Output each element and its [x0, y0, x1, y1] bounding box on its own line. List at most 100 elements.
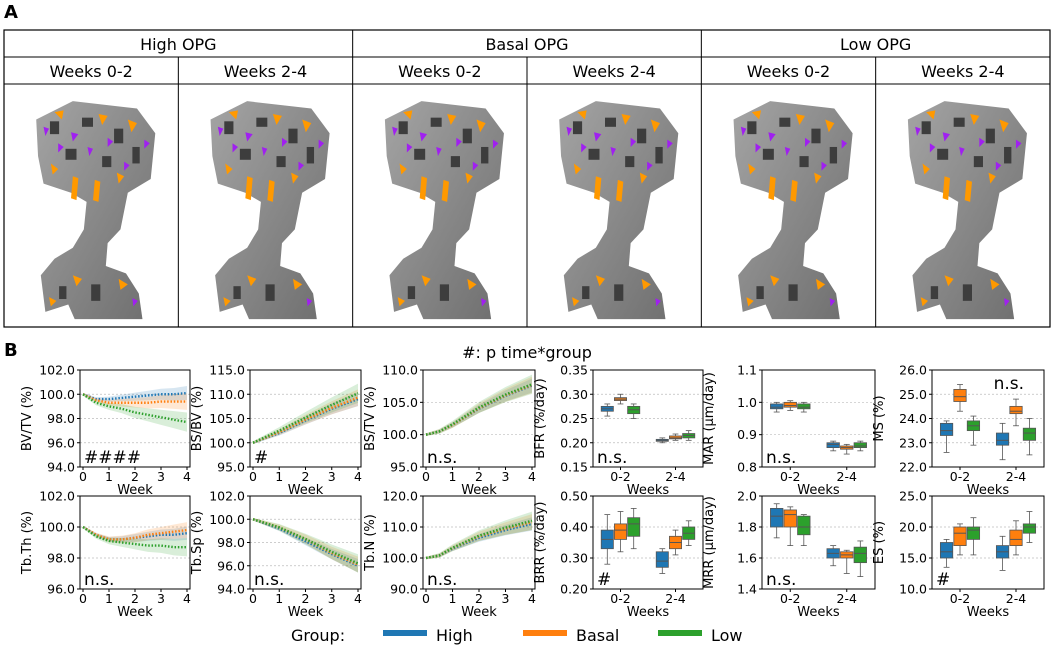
x-axis-label: Weeks — [797, 483, 840, 498]
y-tick-label: 2.0 — [737, 489, 757, 504]
y-tick-label: 96.0 — [47, 435, 75, 450]
x-tick-label: 0-2 — [950, 469, 970, 484]
axes-frame — [761, 495, 876, 590]
period-header: Weeks 2-4 — [224, 62, 307, 81]
y-tick-label: 23.0 — [899, 435, 927, 450]
x-tick-label: 2-4 — [1006, 469, 1026, 484]
y-axis-label: BV/TV (%) — [20, 386, 35, 451]
x-axis-label: Week — [117, 605, 153, 620]
y-tick-label: 0.8 — [737, 460, 757, 475]
y-tick-label: 90.0 — [390, 582, 418, 597]
box-high-0-2 — [939, 539, 954, 568]
significance-annotation: n.s. — [254, 570, 284, 590]
significance-annotation: n.s. — [427, 448, 457, 468]
box-low-0-2 — [627, 403, 641, 419]
y-axis-label: BS/BV (%) — [190, 386, 205, 451]
ci-band-basal — [253, 518, 358, 573]
x-tick-label: 0 — [79, 591, 87, 606]
y-tick-label: 95.0 — [217, 460, 245, 475]
y-tick-label: 100.0 — [382, 551, 418, 566]
y-axis-label: Tb.Th (%) — [20, 511, 35, 575]
x-tick-label: 0 — [249, 469, 257, 484]
box-body — [853, 546, 867, 564]
x-axis-label: Week — [288, 605, 324, 620]
x-tick-label: 2-4 — [837, 591, 857, 606]
x-tick-label: 3 — [328, 469, 336, 484]
y-tick-label: 98.0 — [47, 551, 75, 566]
chart-tbth: 96.0 98.0 100.0 102.0 Tb.Th (%) Week 0 1 2 3 4 n.s. — [20, 489, 191, 621]
period-header: Weeks 2-4 — [921, 62, 1004, 81]
group-header: Low OPG — [840, 35, 911, 54]
axes-frame — [79, 369, 191, 468]
y-tick-label: 1.0 — [737, 395, 757, 410]
box-high-2-4 — [826, 545, 840, 567]
ci-band-high — [83, 525, 187, 543]
box-high-2-4 — [655, 548, 669, 574]
y-tick-label: 120.0 — [382, 489, 418, 504]
x-tick-label: 1 — [275, 469, 283, 484]
ci-band-low — [253, 517, 358, 573]
x-tick-label: 4 — [183, 469, 191, 484]
y-tick-label: 15.0 — [899, 551, 927, 566]
series-line-low — [82, 526, 187, 549]
y-tick-label: 100.0 — [209, 512, 245, 527]
x-tick-label: 4 — [528, 469, 536, 484]
period-header: Weeks 0-2 — [747, 62, 830, 81]
ci-band-low — [253, 383, 358, 445]
x-axis-label: Weeks — [967, 605, 1010, 620]
y-tick-label: 0.30 — [560, 551, 588, 566]
ci-band-basal — [83, 522, 187, 544]
axes-frame — [249, 495, 362, 590]
legend-label-basal: Basal — [576, 626, 619, 645]
box-low-2-4 — [682, 430, 696, 441]
box-high-2-4 — [995, 422, 1010, 461]
series-line-basal — [82, 393, 187, 404]
x-tick-label: 0 — [422, 469, 430, 484]
x-tick-label: 2 — [475, 591, 483, 606]
ci-band-low — [426, 511, 532, 560]
box-high-0-2 — [939, 420, 954, 453]
box-low-0-2 — [966, 415, 981, 446]
box-basal-2-4 — [840, 443, 854, 455]
chart-tbsp: 94.0 96.0 98.0 100.0 102.0 Tb.Sp (%) Week 0 1 2 3 4… — [190, 489, 362, 621]
series-line-low — [425, 519, 533, 560]
y-tick-label: 96.0 — [217, 558, 245, 573]
x-tick-label: 0-2 — [780, 469, 800, 484]
x-tick-label: 2-4 — [837, 469, 857, 484]
period-header: Weeks 0-2 — [49, 62, 132, 81]
y-tick-label: 10.0 — [899, 582, 927, 597]
y-tick-label: 100.0 — [382, 427, 418, 442]
box-body — [783, 509, 797, 528]
significance-annotation: n.s. — [766, 448, 796, 468]
legend-label-high: High — [436, 626, 473, 645]
series-line-low — [82, 393, 188, 424]
x-tick-label: 3 — [157, 469, 165, 484]
x-tick-label: 0-2 — [950, 591, 970, 606]
ci-band-basal — [83, 393, 187, 410]
box-low-2-4 — [1022, 418, 1037, 456]
y-tick-label: 1.4 — [737, 582, 757, 597]
bone-render-image — [384, 101, 504, 320]
significance-annotation: # — [597, 570, 611, 590]
x-axis-label: Week — [461, 483, 497, 498]
series-line-basal — [82, 525, 188, 541]
x-tick-label: 4 — [183, 591, 191, 606]
box-low-2-4 — [853, 440, 867, 452]
panel-b-subtitle: #: p time*group — [462, 343, 592, 362]
box-low-0-2 — [797, 514, 811, 546]
period-header: Weeks 0-2 — [398, 62, 481, 81]
x-tick-label: 1 — [105, 591, 113, 606]
y-axis-label: BRR (%/day) — [533, 502, 548, 584]
y-tick-label: 25.0 — [899, 387, 927, 402]
box-body — [939, 542, 954, 559]
axes-frame — [79, 495, 191, 590]
x-axis-label: Week — [461, 605, 497, 620]
box-high-0-2 — [600, 514, 614, 565]
ci-band-low — [83, 525, 187, 557]
box-basal-2-4 — [1009, 398, 1023, 427]
y-axis-label: ES (%) — [872, 521, 887, 564]
x-axis-label: Week — [288, 483, 324, 498]
x-tick-label: 2-4 — [1006, 591, 1026, 606]
